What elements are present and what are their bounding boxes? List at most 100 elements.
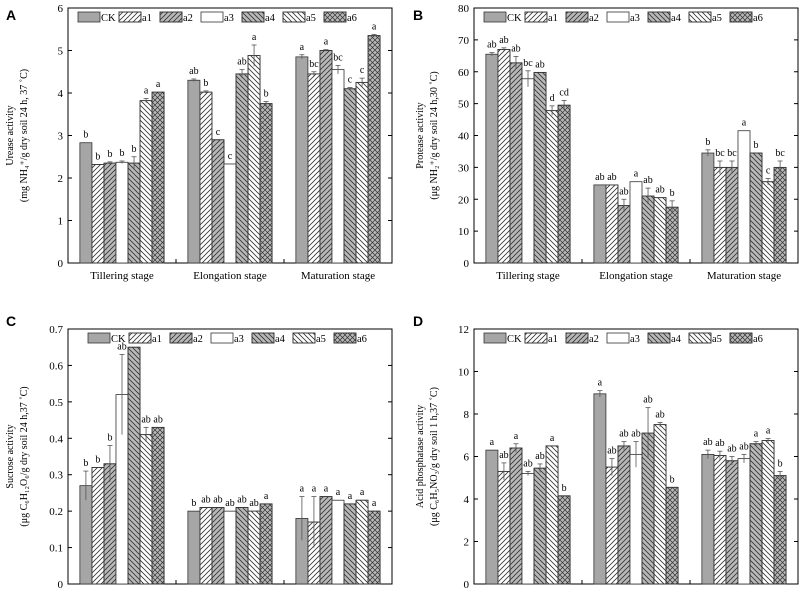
legend-label: a1 (548, 334, 558, 345)
bar-hatch (307, 73, 321, 264)
legend-swatch-hatch (241, 11, 265, 23)
y-tick-label: 8 (464, 409, 470, 421)
bar-hatch (557, 104, 571, 264)
bar-a1: ab (605, 172, 619, 264)
significance-label: a (766, 425, 771, 436)
bar-hatch (533, 71, 547, 264)
y-tick-label: 0 (58, 579, 64, 591)
y-tick-label: 0.2 (49, 506, 63, 518)
bar-a4: ab (533, 59, 547, 264)
x-category-label: Tillering stage (496, 270, 560, 282)
bar-hatch (713, 455, 727, 585)
significance-label: ab (213, 495, 222, 506)
legend: CK a1 a2 a3 a4 a5 a6 (483, 11, 763, 24)
bar-hatch (545, 445, 559, 585)
bar-a6: b (665, 474, 679, 585)
bar-a2: ab (617, 186, 631, 264)
significance-label: a (490, 437, 495, 448)
legend-label: a6 (753, 13, 763, 24)
legend-swatch (77, 11, 101, 23)
bar-hatch (533, 467, 547, 585)
bar-a1: bc (307, 59, 321, 264)
significance-label: ab (607, 172, 616, 183)
legend-swatch-hatch (647, 11, 671, 23)
bar-hatch (151, 91, 165, 264)
significance-label: b (132, 144, 137, 155)
y-axis-units: (μg NH₂⁺/g dry soil 24 h,30 ˚C) (429, 71, 440, 199)
bar-a5: c (761, 166, 775, 264)
bar-a2: b (103, 433, 117, 585)
significance-label: b (95, 454, 100, 465)
bar-a1: ab (199, 495, 213, 585)
significance-label: c (766, 166, 771, 177)
bar-hatch (509, 447, 523, 585)
significance-label: ab (511, 43, 520, 54)
y-tick-label: 6 (464, 452, 470, 464)
y-tick-label: 40 (458, 131, 470, 143)
bar-hatch (497, 49, 511, 264)
legend-label: CK (507, 334, 522, 345)
bar-a4: ab (641, 395, 655, 585)
significance-label: ab (523, 458, 532, 469)
y-tick-label: 60 (458, 67, 470, 79)
bar-hatch (91, 467, 105, 585)
significance-label: a (300, 42, 305, 53)
significance-label: c (216, 127, 221, 138)
bar-a5: ab (139, 414, 153, 585)
legend-swatch-hatch (729, 11, 753, 23)
bar-a5: d (545, 93, 559, 264)
bar-hatch (259, 503, 273, 585)
significance-label: ab (153, 414, 162, 425)
bar-ck: ab (701, 437, 715, 585)
bar-a4: a (749, 429, 763, 585)
bar-a1: bc (713, 148, 727, 264)
bar-a2: ab (509, 43, 523, 264)
bar-hatch (259, 103, 273, 264)
bar-hatch (367, 35, 381, 264)
bar-hatch (139, 100, 153, 264)
legend-label: a6 (753, 334, 763, 345)
bar-a6: ab (151, 414, 165, 585)
bar-a5: ab (247, 498, 261, 585)
bar-hatch (653, 424, 667, 585)
significance-label: ab (655, 185, 664, 196)
legend-swatch-hatch (565, 332, 589, 344)
bar-hatch (725, 166, 739, 264)
bar-fill (115, 161, 129, 264)
bar-a6: a (367, 21, 381, 264)
legend-swatch (210, 332, 234, 344)
legend-swatch-hatch (128, 332, 152, 344)
bar-hatch (235, 73, 249, 264)
bar-a3: ab (629, 429, 643, 585)
bar-hatch (653, 197, 667, 264)
bar-hatch (139, 434, 153, 585)
legend-swatch-hatch (169, 332, 193, 344)
significance-label: ab (237, 495, 246, 506)
panel-letter: C (6, 313, 16, 329)
significance-label: b (778, 458, 783, 469)
bar-hatch (509, 62, 523, 264)
bar-ck: a (593, 378, 607, 585)
significance-label: ab (237, 57, 246, 68)
bar-hatch (545, 110, 559, 264)
bar-a2: ab (725, 444, 739, 585)
significance-label: a (324, 484, 329, 495)
bar-a6: b (773, 458, 787, 585)
significance-label: ab (727, 444, 736, 455)
panel-b: B 0 10 20 30 40 50 60 70 80 Protease activity (μg N… (413, 3, 799, 282)
bar-a2: ab (617, 429, 631, 585)
significance-label: b (95, 151, 100, 162)
significance-label: ab (201, 495, 210, 506)
bar-ck: ab (187, 66, 201, 264)
bar-a2: bc (725, 148, 739, 264)
bar-hatch (605, 466, 619, 585)
bar-hatch (91, 163, 105, 264)
panel-a: A 0 1 2 3 4 5 6 Urease activity (mg NH₄⁺/g dry so… (5, 3, 393, 282)
y-tick-label: 30 (458, 162, 470, 174)
bar-hatch (319, 50, 333, 264)
legend-swatch (483, 11, 507, 23)
significance-label: bc (727, 148, 737, 159)
bar-hatch (235, 507, 249, 585)
y-tick-label: 0.6 (49, 360, 63, 372)
